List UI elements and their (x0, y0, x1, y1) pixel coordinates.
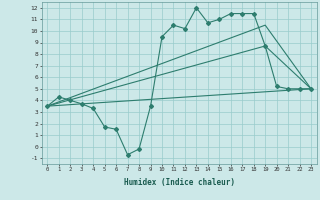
X-axis label: Humidex (Indice chaleur): Humidex (Indice chaleur) (124, 178, 235, 187)
